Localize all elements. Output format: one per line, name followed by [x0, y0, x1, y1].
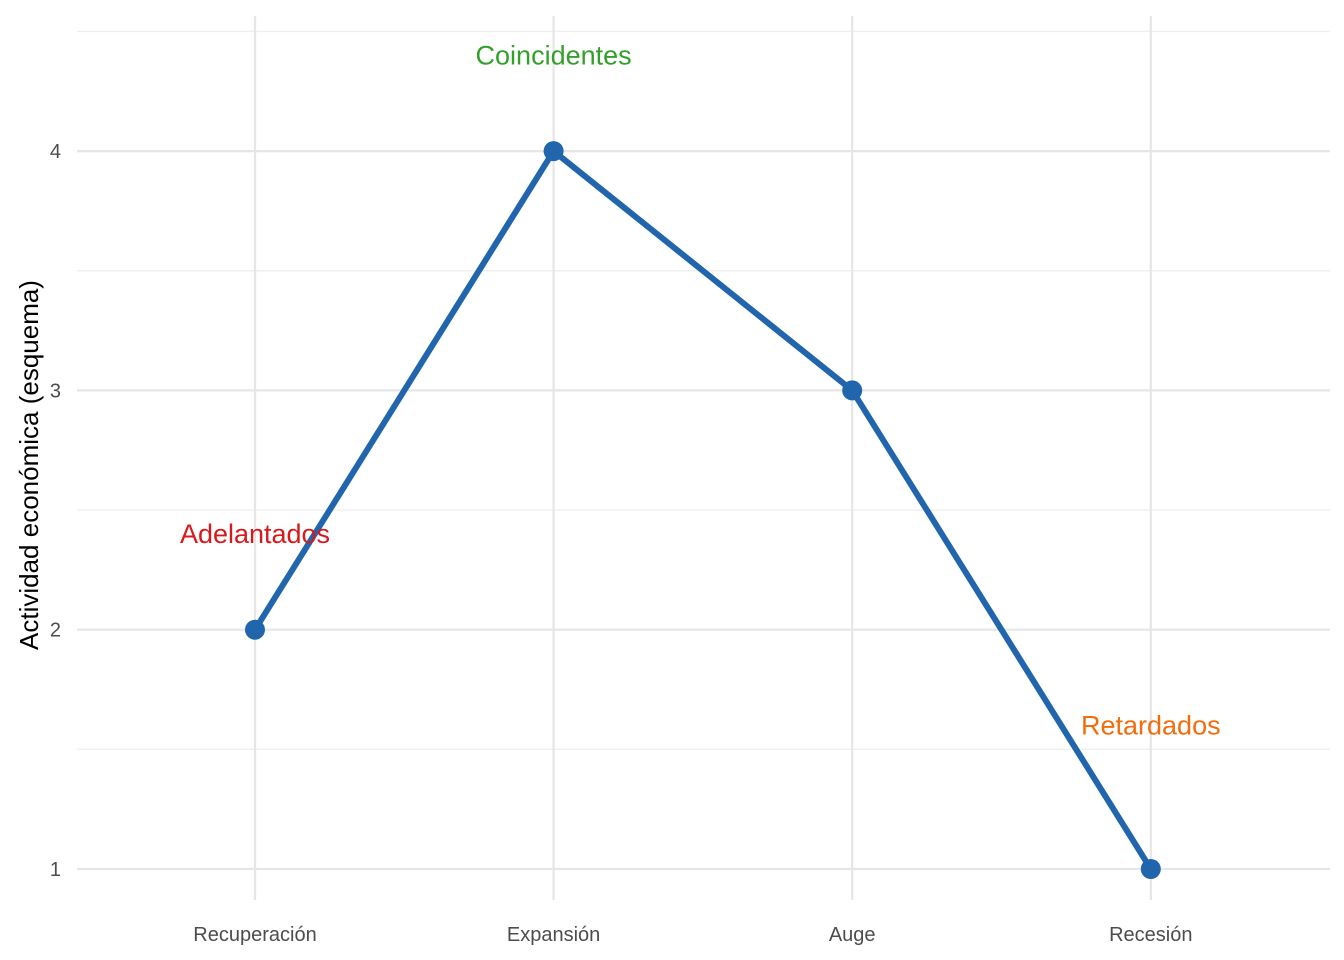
- annotation-label: Retardados: [1081, 710, 1221, 740]
- data-point: [245, 619, 265, 640]
- series-line: [252, 148, 1154, 871]
- annotations: Adelantados Coincidentes Retardados: [180, 40, 1221, 740]
- x-tick-label: Auge: [829, 924, 876, 946]
- y-tick-label: 3: [50, 380, 61, 402]
- y-axis-title: Actividad económica (esquema): [14, 280, 44, 650]
- annotation-label: Adelantados: [180, 519, 330, 549]
- annotation-label: Coincidentes: [476, 40, 632, 70]
- y-tick-label: 1: [50, 859, 61, 881]
- data-point: [543, 141, 564, 162]
- gridlines: [77, 16, 1330, 900]
- x-axis-tick-labels: Recuperación Expansión Auge Recesión: [193, 924, 1192, 946]
- y-tick-label: 2: [50, 620, 61, 642]
- x-tick-label: Expansión: [507, 924, 600, 946]
- x-tick-label: Recuperación: [193, 924, 316, 946]
- y-axis-tick-labels: 1 2 3 4: [50, 141, 61, 881]
- y-tick-label: 4: [50, 141, 61, 163]
- x-tick-label: Recesión: [1109, 924, 1192, 946]
- data-point: [1140, 859, 1161, 879]
- data-point: [842, 380, 863, 401]
- series-points: [245, 141, 1161, 879]
- series-line-layer: [252, 148, 1154, 871]
